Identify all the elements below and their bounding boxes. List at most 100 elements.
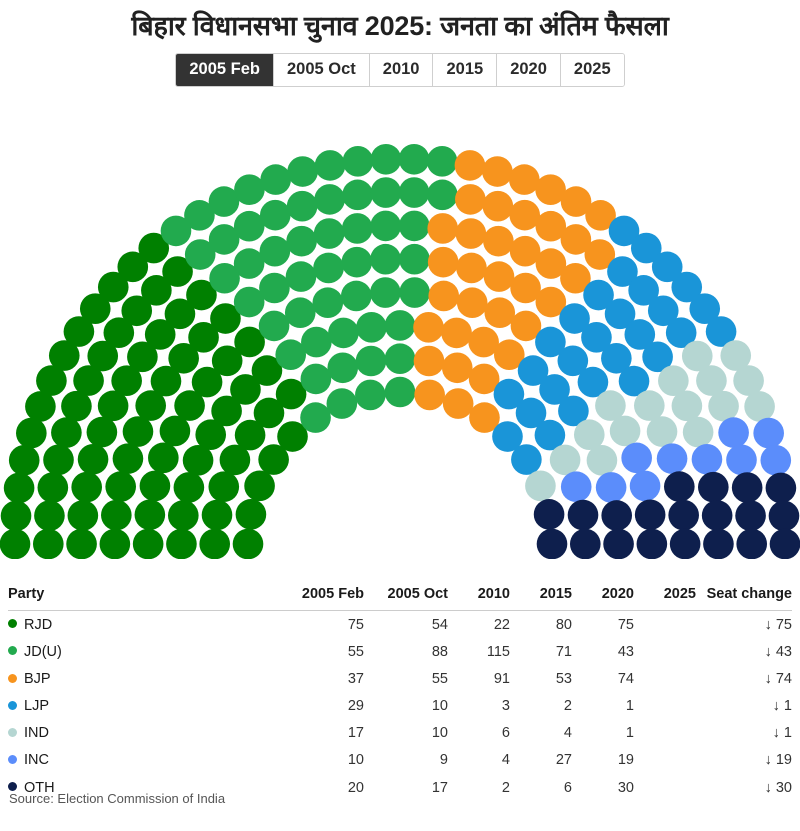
seat-count-2010: 3 bbox=[501, 698, 510, 715]
seat-dot-ljp bbox=[493, 378, 525, 410]
seat-dot-ljp bbox=[671, 271, 703, 303]
seat-dot-jdu bbox=[340, 280, 372, 311]
seat-dot-rjd bbox=[48, 339, 80, 371]
seat-dot-rjd bbox=[79, 293, 111, 324]
seat-dot-rjd bbox=[16, 417, 47, 449]
seat-dot-rjd bbox=[8, 444, 40, 476]
seat-dot-rjd bbox=[275, 378, 307, 410]
party-name: LJP bbox=[24, 698, 49, 715]
table-header-row: Party 2005 Feb 2005 Oct 2010 2015 2020 2… bbox=[8, 586, 792, 611]
seat-dot-bjp bbox=[483, 260, 515, 292]
seat-dot-rjd bbox=[201, 499, 233, 530]
seat-dot-ind bbox=[573, 419, 605, 450]
seat-dot-rjd bbox=[103, 317, 135, 348]
seat-dot-jdu bbox=[260, 163, 291, 195]
party-color-dot-icon bbox=[8, 646, 17, 656]
seat-dot-rjd bbox=[188, 321, 219, 353]
seat-dot-inc bbox=[760, 444, 792, 476]
seat-count-2020: 74 bbox=[617, 670, 634, 687]
seat-dot-jdu bbox=[384, 376, 416, 407]
tab-2020[interactable]: 2020 bbox=[497, 54, 561, 86]
seat-dot-rjd bbox=[99, 528, 131, 559]
seat-dot-oth bbox=[703, 528, 734, 559]
seat-dot-bjp bbox=[428, 280, 460, 311]
seat-dot-bjp bbox=[535, 286, 567, 318]
table-row: BJP 37 55 91 53 74 ↓ 74 bbox=[8, 665, 792, 692]
seat-dot-jdu bbox=[341, 212, 373, 244]
seat-dot-inc bbox=[560, 471, 592, 502]
seat-dot-rjd bbox=[148, 442, 179, 473]
seat-count-2005-oct: 9 bbox=[439, 752, 448, 769]
tab-2005-oct[interactable]: 2005 Oct bbox=[273, 54, 370, 86]
seat-dot-inc bbox=[595, 471, 627, 503]
party-name: RJD bbox=[24, 616, 53, 633]
tab-2005-feb[interactable]: 2005 Feb bbox=[176, 54, 274, 86]
seat-dot-jdu bbox=[312, 287, 344, 318]
seat-dot-rjd bbox=[51, 416, 82, 448]
seat-dot-rjd bbox=[43, 444, 74, 475]
party-name: JD(U) bbox=[24, 643, 62, 660]
party-cell: IND bbox=[8, 720, 280, 747]
seat-dot-rjd bbox=[121, 295, 153, 326]
seat-dot-jdu bbox=[327, 352, 359, 383]
seat-count-2015: 80 bbox=[555, 616, 572, 633]
party-color-dot-icon bbox=[8, 619, 17, 629]
seat-dot-ljp bbox=[647, 295, 679, 326]
seat-dot-rjd bbox=[127, 341, 158, 372]
tab-2015[interactable]: 2015 bbox=[433, 54, 498, 86]
seat-dot-jdu bbox=[233, 247, 265, 279]
seat-dot-jdu bbox=[300, 401, 331, 433]
seat-count-2005-feb: 20 bbox=[347, 779, 364, 796]
seat-dot-rjd bbox=[144, 318, 176, 350]
seat-table: Party 2005 Feb 2005 Oct 2010 2015 2020 2… bbox=[8, 586, 792, 801]
seat-dot-jdu bbox=[398, 176, 430, 208]
seat-dot-bjp bbox=[455, 217, 487, 249]
seat-dot-jdu bbox=[370, 143, 402, 175]
seat-dot-rjd bbox=[166, 528, 197, 559]
seat-dot-rjd bbox=[66, 528, 97, 559]
seat-dot-bjp bbox=[468, 363, 500, 394]
seat-dot-ljp bbox=[583, 279, 614, 311]
seat-dot-rjd bbox=[167, 499, 199, 531]
seat-dot-ind bbox=[634, 389, 665, 421]
seat-count-2005-feb: 17 bbox=[347, 725, 364, 742]
seat-dot-bjp bbox=[584, 238, 616, 270]
seat-count-2025 bbox=[634, 774, 696, 801]
seat-count-2010: 115 bbox=[486, 643, 510, 660]
party-name: OTH bbox=[24, 779, 55, 796]
seat-dot-rjd bbox=[211, 345, 243, 376]
seat-dot-jdu bbox=[328, 317, 359, 348]
header-seat-change: Seat change bbox=[696, 586, 792, 611]
seat-dot-jdu bbox=[259, 235, 291, 267]
seat-dot-rjd bbox=[71, 471, 103, 503]
header-party: Party bbox=[8, 586, 280, 611]
table-row: RJD 75 54 22 80 75 ↓ 75 bbox=[8, 611, 792, 639]
seat-count-2005-oct: 10 bbox=[431, 698, 448, 715]
header-2025: 2025 bbox=[634, 586, 696, 611]
seat-dot-rjd bbox=[67, 499, 99, 531]
seat-dot-ljp bbox=[577, 366, 609, 398]
seat-dot-ind bbox=[586, 444, 618, 476]
seat-dot-rjd bbox=[77, 443, 109, 475]
seat-change-value: ↓ 30 bbox=[764, 779, 792, 796]
seat-dot-ljp bbox=[607, 255, 638, 287]
seat-dot-rjd bbox=[211, 395, 242, 426]
seat-dot-oth bbox=[736, 528, 768, 559]
seat-dot-bjp bbox=[535, 174, 566, 205]
seat-dot-oth bbox=[701, 499, 733, 531]
seat-dot-ind bbox=[595, 389, 626, 421]
seat-dot-jdu bbox=[370, 210, 402, 241]
party-cell: OTH bbox=[8, 774, 280, 801]
tab-2025[interactable]: 2025 bbox=[560, 54, 624, 86]
seat-count-2010: 91 bbox=[493, 670, 510, 687]
seat-dot-rjd bbox=[234, 326, 265, 357]
seat-dot-rjd bbox=[230, 373, 261, 405]
table-row: JD(U) 55 88 115 71 43 ↓ 43 bbox=[8, 638, 792, 665]
seat-dot-oth bbox=[698, 471, 729, 503]
tab-2010[interactable]: 2010 bbox=[369, 54, 434, 86]
seat-dot-jdu bbox=[259, 199, 291, 231]
seat-dot-rjd bbox=[117, 251, 149, 282]
seat-count-2015: 27 bbox=[555, 752, 572, 769]
seat-dot-inc bbox=[621, 442, 652, 473]
seat-dot-bjp bbox=[414, 379, 445, 410]
